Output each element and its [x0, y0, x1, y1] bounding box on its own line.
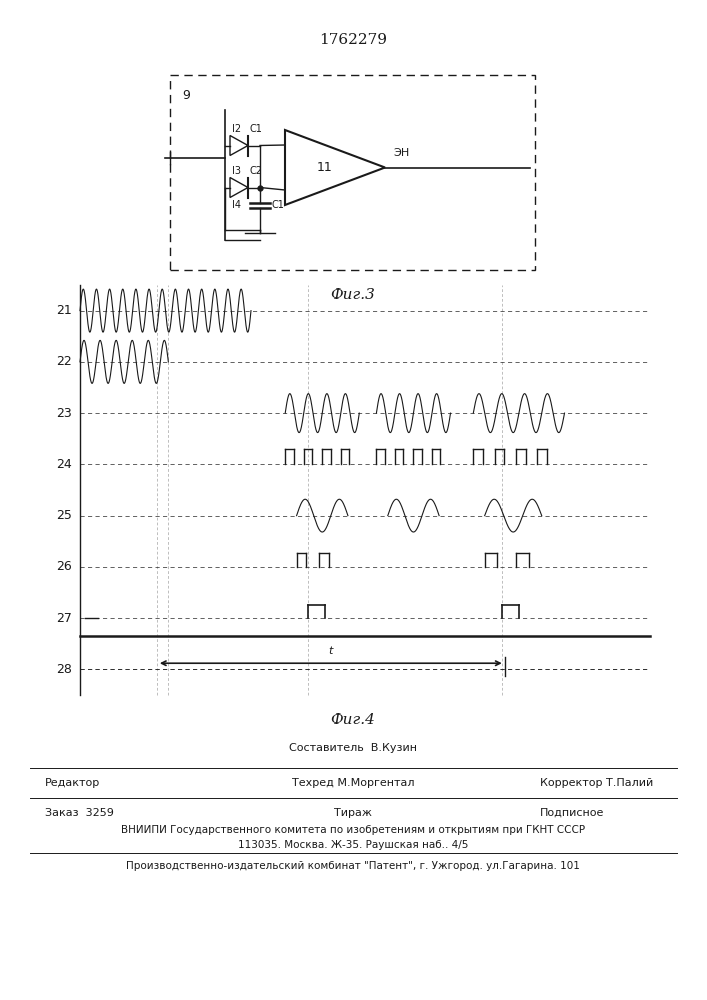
Text: 1762279: 1762279	[319, 33, 387, 47]
Text: I2: I2	[232, 123, 241, 133]
Text: Производственно-издательский комбинат "Патент", г. Ужгород. ул.Гагарина. 101: Производственно-издательский комбинат "П…	[126, 861, 580, 871]
Text: ЭН: ЭН	[393, 147, 409, 157]
Text: Корректор Т.Палий: Корректор Т.Палий	[540, 778, 653, 788]
Text: 9: 9	[182, 89, 190, 102]
Text: 21: 21	[57, 304, 72, 317]
Text: C1: C1	[272, 200, 285, 210]
Text: Фиг.4: Фиг.4	[331, 713, 375, 727]
Text: Техред М.Моргентал: Техред М.Моргентал	[292, 778, 414, 788]
Text: Тираж: Тираж	[334, 808, 372, 818]
Text: Заказ  3259: Заказ 3259	[45, 808, 114, 818]
Text: 26: 26	[57, 560, 72, 573]
Text: 25: 25	[56, 509, 72, 522]
Text: I4: I4	[232, 200, 241, 210]
Text: I3: I3	[232, 165, 241, 176]
Text: Редактор: Редактор	[45, 778, 100, 788]
Text: 22: 22	[57, 355, 72, 368]
Text: 113035. Москва. Ж-35. Раушская наб.. 4/5: 113035. Москва. Ж-35. Раушская наб.. 4/5	[238, 840, 468, 850]
Text: C2: C2	[250, 165, 263, 176]
Text: Составитель  В.Кузин: Составитель В.Кузин	[289, 743, 417, 753]
Text: 28: 28	[56, 663, 72, 676]
Text: C1: C1	[250, 123, 263, 133]
Text: t: t	[329, 646, 333, 656]
Text: 24: 24	[57, 458, 72, 471]
Text: 27: 27	[56, 612, 72, 625]
Text: Подписное: Подписное	[540, 808, 604, 818]
Text: 23: 23	[57, 407, 72, 420]
Text: ВНИИПИ Государственного комитета по изобретениям и открытиям при ГКНТ СССР: ВНИИПИ Государственного комитета по изоб…	[121, 825, 585, 835]
Text: 11: 11	[317, 161, 333, 174]
Text: Фиг.3: Фиг.3	[331, 288, 375, 302]
